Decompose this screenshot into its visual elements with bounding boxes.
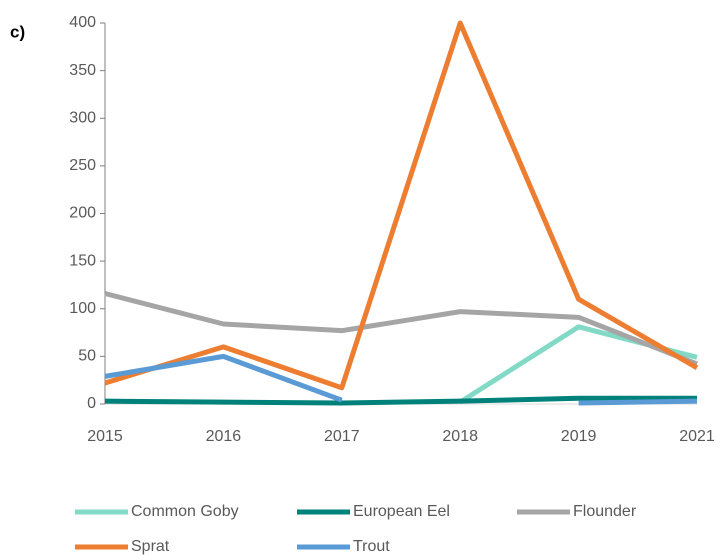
legend-label: Common Goby (131, 503, 239, 520)
series-line (458, 324, 698, 405)
x-tick-label: 2019 (561, 428, 597, 445)
y-tick-label: 0 (87, 395, 96, 412)
x-tick-label: 2016 (206, 428, 242, 445)
x-tick-label: 2017 (324, 428, 360, 445)
y-tick-label: 200 (69, 205, 96, 222)
x-tick-label: 2018 (442, 428, 478, 445)
series-line (104, 395, 697, 406)
y-tick-label: 400 (69, 14, 96, 31)
y-tick-label: 50 (78, 348, 96, 365)
y-tick-label: 250 (69, 157, 96, 174)
legend-label: Trout (353, 538, 390, 555)
series-line (104, 291, 698, 367)
legend-label: European Eel (353, 503, 450, 520)
legend-label: Sprat (131, 538, 170, 555)
annotation: c) (10, 22, 25, 41)
series-line (104, 353, 698, 406)
x-tick-label: 2021 (679, 428, 715, 445)
legend-label: Flounder (573, 503, 637, 520)
annotation-bg (6, 20, 36, 46)
y-tick-label: 350 (69, 62, 96, 79)
series-line (104, 20, 699, 391)
x-tick-label: 2015 (87, 428, 123, 445)
y-tick-label: 100 (69, 300, 96, 317)
y-tick-label: 300 (69, 109, 96, 126)
y-tick-label: 150 (69, 252, 96, 269)
